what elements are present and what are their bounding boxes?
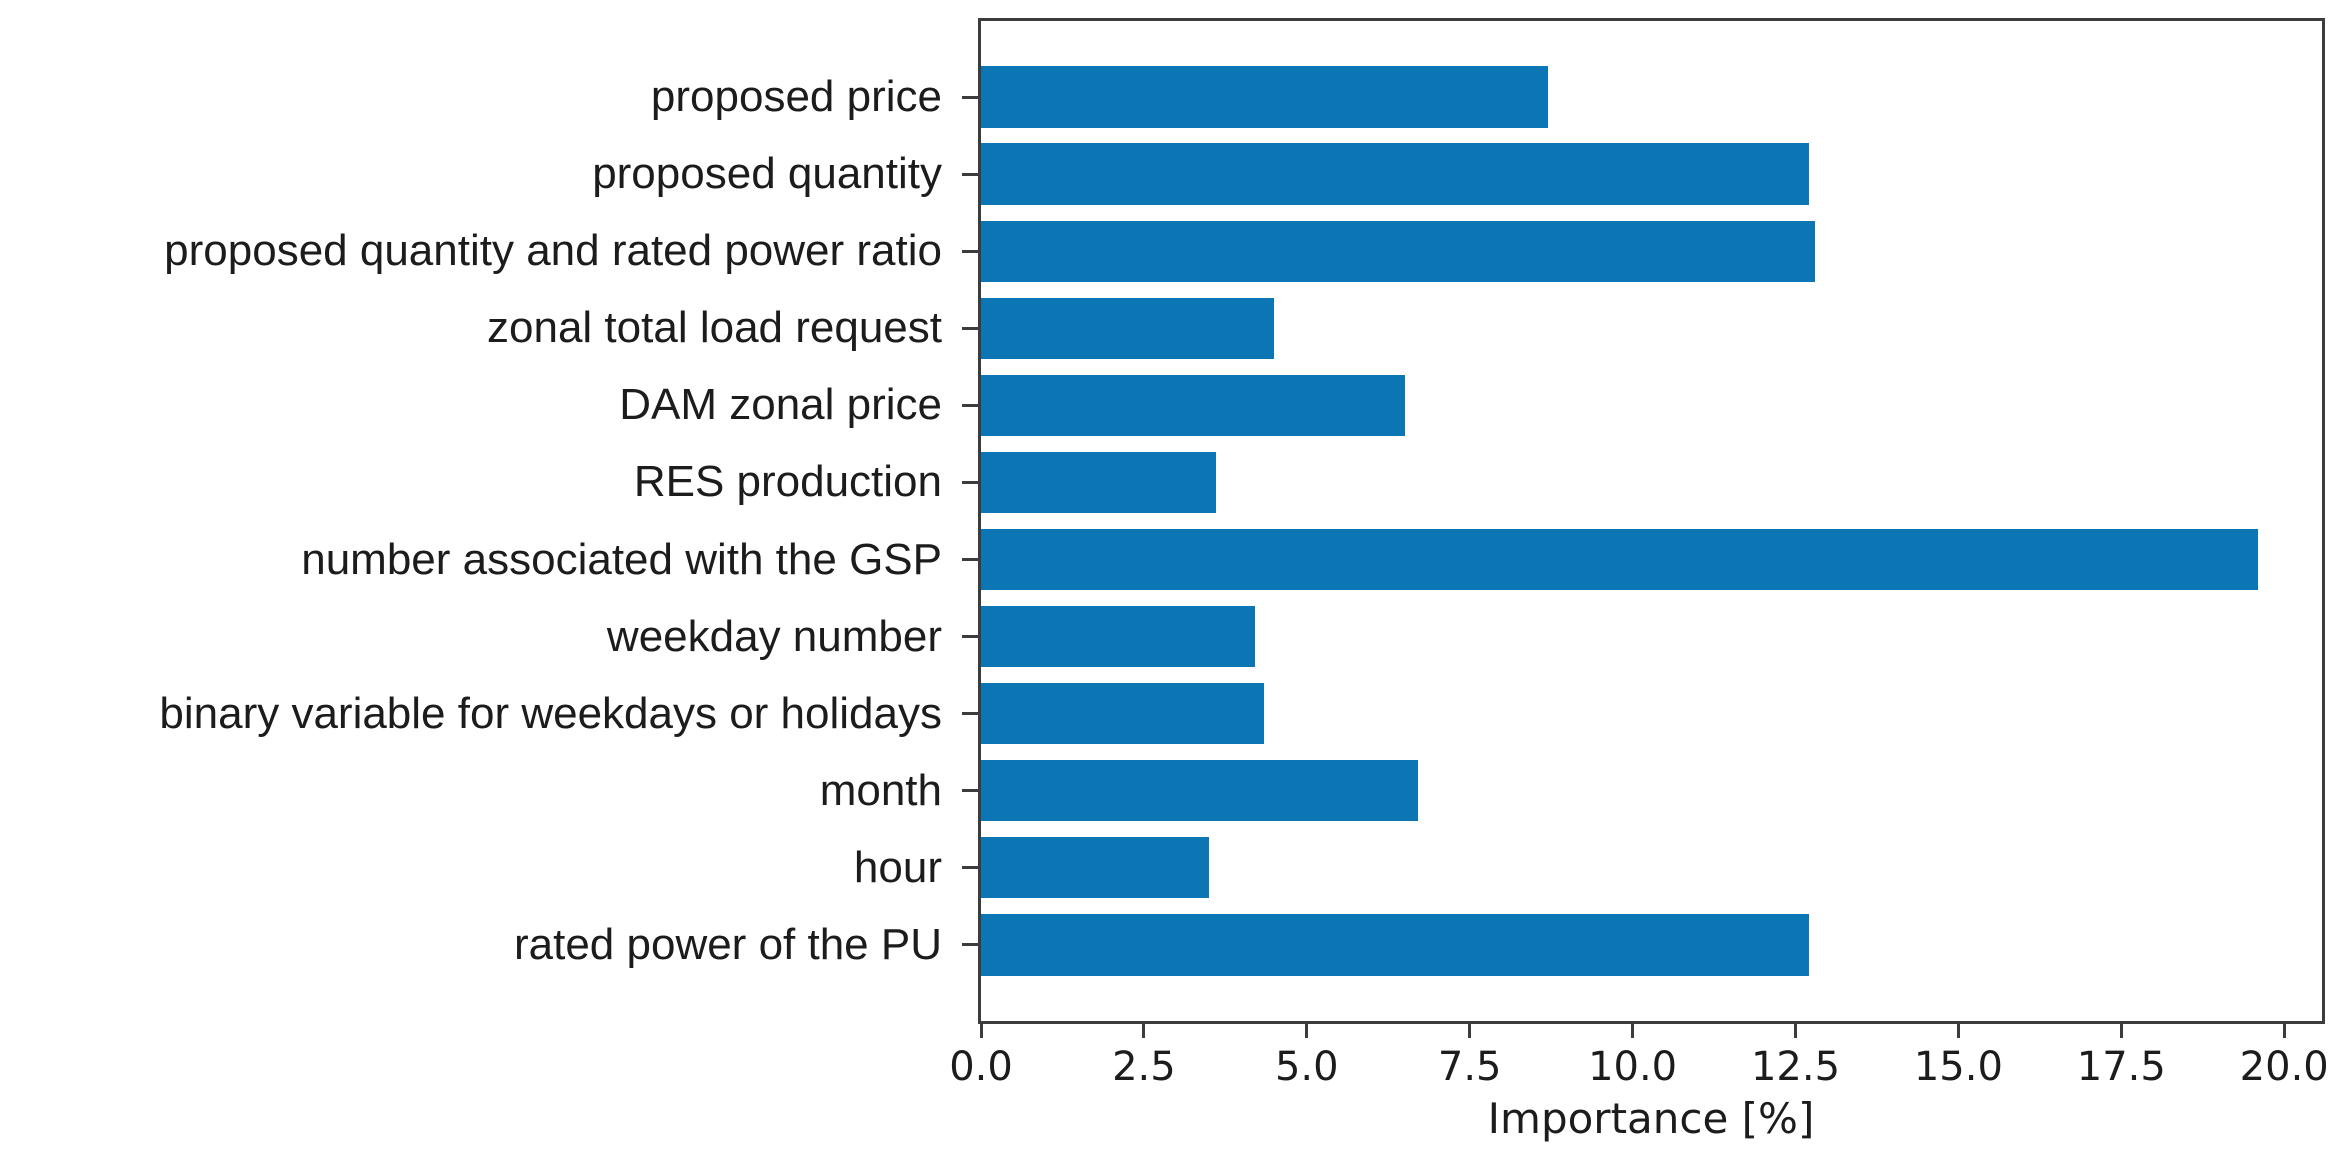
y-tick-label: binary variable for weekdays or holidays <box>159 688 942 738</box>
x-tick-label: 17.5 <box>2076 1044 2166 1090</box>
x-tick-label: 10.0 <box>1588 1044 1678 1090</box>
bar-2 <box>981 220 1816 283</box>
y-tick-mark <box>962 326 978 330</box>
y-axis-ticks <box>0 0 978 1151</box>
x-tick-label: 5.0 <box>1274 1044 1339 1090</box>
bar-9 <box>981 759 1418 822</box>
y-tick-mark <box>962 172 978 176</box>
bar-8 <box>981 682 1265 745</box>
y-tick-label: month <box>819 765 942 815</box>
bar-10 <box>981 836 1210 899</box>
x-tick-mark <box>979 1024 983 1038</box>
y-tick-label: RES production <box>633 457 942 507</box>
y-tick-mark <box>962 712 978 716</box>
x-tick-label: 12.5 <box>1750 1044 1841 1090</box>
y-tick-mark <box>962 95 978 99</box>
x-tick-mark <box>2119 1024 2123 1038</box>
x-tick-mark <box>1631 1024 1635 1038</box>
plot-area <box>978 18 2325 1024</box>
x-tick-mark <box>1956 1024 1960 1038</box>
y-tick-mark <box>962 249 978 253</box>
bar-1 <box>981 143 1809 206</box>
x-tick-label: 15.0 <box>1913 1044 2003 1090</box>
x-tick-mark <box>1794 1024 1797 1038</box>
bar-4 <box>981 374 1405 437</box>
y-tick-mark <box>962 943 978 947</box>
x-tick-mark <box>1142 1024 1146 1038</box>
x-tick-label: 2.5 <box>1112 1044 1176 1090</box>
y-tick-mark <box>962 789 978 793</box>
bar-3 <box>981 297 1275 360</box>
y-tick-label: weekday number <box>606 611 942 661</box>
y-tick-mark <box>962 635 978 639</box>
y-tick-mark <box>962 558 978 562</box>
y-tick-label: rated power of the PU <box>513 919 942 969</box>
y-tick-label: number associated with the GSP <box>301 534 942 584</box>
y-tick-label: proposed price <box>650 72 942 122</box>
x-axis-title: Importance [%] <box>1487 1094 1815 1143</box>
bar-5 <box>981 451 1216 514</box>
bar-7 <box>981 605 1255 668</box>
y-tick-label: DAM zonal price <box>619 380 942 430</box>
x-tick-label: 0.0 <box>949 1044 1013 1090</box>
x-tick-mark <box>1305 1024 1309 1038</box>
y-tick-mark <box>962 403 978 407</box>
y-tick-label: proposed quantity <box>592 149 942 199</box>
y-tick-label: hour <box>853 842 942 892</box>
y-axis-labels: proposed price proposed quantity proposed … <box>0 0 942 1151</box>
x-tick-label: 20.0 <box>2239 1044 2329 1090</box>
y-tick-label: zonal total load request <box>487 303 942 353</box>
bar-6 <box>981 528 2259 591</box>
y-tick-mark <box>962 480 978 484</box>
bar-11 <box>981 913 1809 976</box>
x-tick-label: 7.5 <box>1437 1044 1502 1090</box>
y-tick-label: proposed quantity and rated power ratio <box>164 226 942 276</box>
y-tick-mark <box>962 866 978 870</box>
bar-0 <box>981 66 1548 129</box>
x-tick-mark <box>2282 1024 2286 1038</box>
x-tick-mark <box>1468 1024 1472 1038</box>
